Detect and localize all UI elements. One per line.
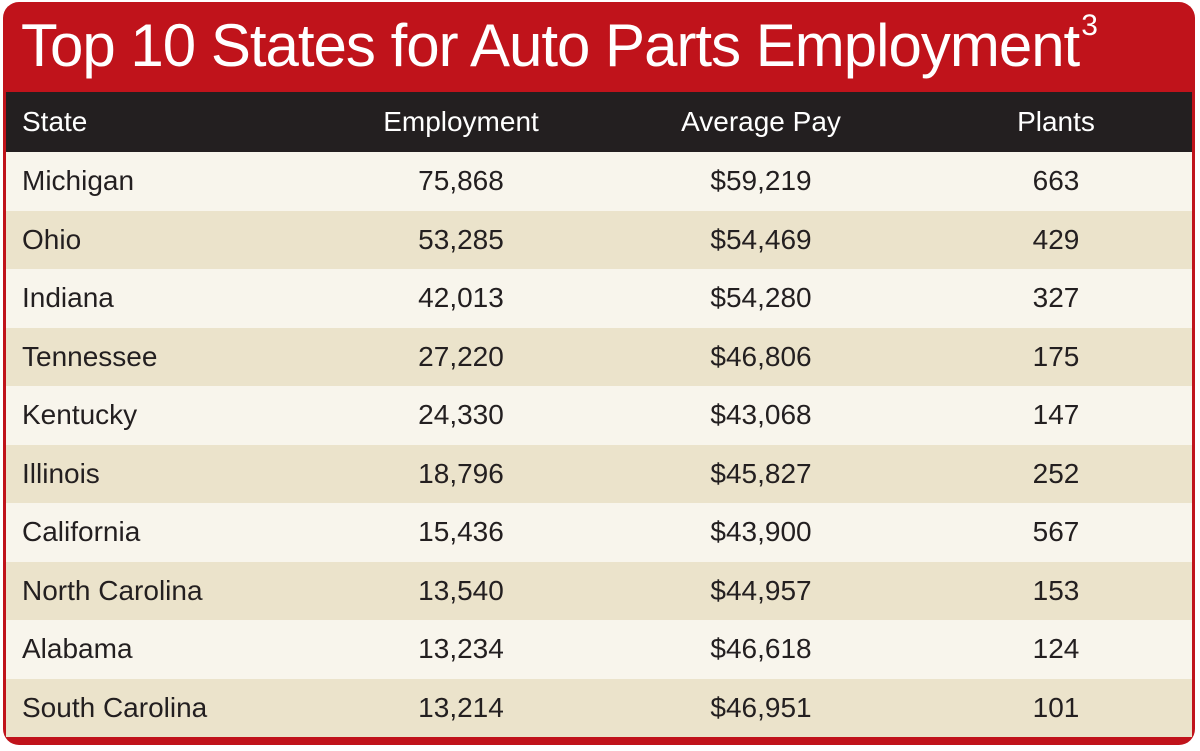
- table-row: Alabama 13,234 $46,618 124: [6, 620, 1192, 679]
- cell-average-pay: $43,068: [710, 399, 812, 430]
- table-row: Indiana 42,013 $54,280 327: [6, 269, 1192, 328]
- cell-state: Illinois: [22, 457, 100, 489]
- cell-plants: 124: [1032, 633, 1080, 664]
- cell-state: California: [22, 516, 141, 547]
- cell-average-pay: $54,280: [710, 282, 812, 313]
- cell-employment: 42,013: [418, 282, 504, 313]
- cell-plants: 327: [1032, 282, 1080, 313]
- cell-plants: 429: [1032, 223, 1080, 255]
- column-header-plants: Plants: [1017, 106, 1095, 137]
- cell-employment: 75,868: [418, 165, 504, 196]
- cell-average-pay: $46,618: [710, 633, 812, 664]
- cell-average-pay: $54,469: [710, 223, 812, 255]
- cell-employment: 15,436: [418, 516, 504, 547]
- table-row: Illinois 18,796 $45,827 252: [6, 444, 1192, 503]
- table-row: Kentucky 24,330 $43,068 147: [6, 386, 1192, 445]
- cell-plants: 153: [1032, 574, 1080, 606]
- table-row: Michigan 75,868 $59,219 663: [6, 152, 1192, 211]
- cell-plants: 252: [1032, 457, 1080, 489]
- cell-plants: 101: [1032, 691, 1080, 723]
- cell-employment: 13,214: [418, 691, 504, 723]
- cell-employment: 13,540: [418, 574, 504, 606]
- cell-plants: 175: [1032, 340, 1080, 372]
- cell-plants: 663: [1032, 165, 1080, 196]
- column-header-average-pay: Average Pay: [681, 106, 841, 137]
- cell-state: South Carolina: [22, 691, 208, 723]
- cell-state: Kentucky: [22, 399, 138, 430]
- chart-title: Top 10 States for Auto Parts Employment3: [3, 2, 1195, 92]
- data-table: State Employment Average Pay Plants Mich…: [6, 92, 1192, 737]
- cell-plants: 147: [1032, 399, 1080, 430]
- table-row: South Carolina 13,214 $46,951 101: [6, 678, 1192, 737]
- column-header-employment: Employment: [383, 106, 539, 137]
- cell-state: Michigan: [22, 165, 135, 196]
- cell-average-pay: $45,827: [710, 457, 812, 489]
- table-frame: Top 10 States for Auto Parts Employment3…: [3, 2, 1195, 745]
- chart-title-text: Top 10 States for Auto Parts Employment: [21, 12, 1080, 79]
- table-row: Tennessee 27,220 $46,806 175: [6, 327, 1192, 386]
- cell-average-pay: $44,957: [710, 574, 812, 606]
- cell-employment: 53,285: [418, 223, 504, 255]
- cell-state: Alabama: [22, 633, 133, 664]
- cell-average-pay: $46,951: [710, 691, 812, 723]
- cell-average-pay: $46,806: [710, 340, 812, 372]
- cell-average-pay: $43,900: [710, 516, 812, 547]
- cell-employment: 18,796: [418, 457, 504, 489]
- cell-employment: 13,234: [418, 633, 504, 664]
- cell-state: Ohio: [22, 223, 82, 255]
- cell-employment: 27,220: [418, 340, 504, 372]
- column-header-state: State: [22, 106, 88, 137]
- title-footnote-marker: 3: [1081, 9, 1098, 42]
- table-row: North Carolina 13,540 $44,957 153: [6, 561, 1192, 620]
- table-row: Ohio 53,285 $54,469 429: [6, 210, 1192, 269]
- table-row: California 15,436 $43,900 567: [6, 503, 1192, 562]
- cell-state: Tennessee: [22, 340, 158, 372]
- table-header: State Employment Average Pay Plants: [6, 92, 1192, 152]
- cell-plants: 567: [1032, 516, 1080, 547]
- cell-employment: 24,330: [418, 399, 504, 430]
- cell-state: Indiana: [22, 282, 114, 313]
- cell-state: North Carolina: [22, 574, 203, 606]
- cell-average-pay: $59,219: [710, 165, 812, 196]
